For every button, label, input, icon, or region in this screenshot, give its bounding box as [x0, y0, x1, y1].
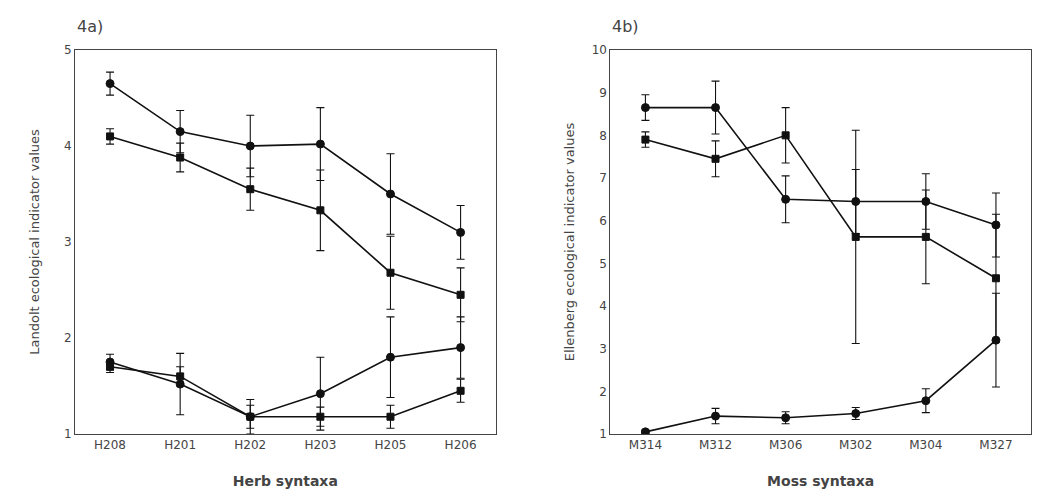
svg-text:4a): 4a) [77, 17, 103, 36]
svg-text:H206: H206 [445, 438, 477, 452]
svg-text:H203: H203 [304, 438, 336, 452]
svg-text:7: 7 [599, 171, 607, 185]
svg-text:M314: M314 [629, 438, 662, 452]
svg-text:H208: H208 [94, 438, 126, 452]
svg-text:10: 10 [592, 43, 607, 57]
svg-text:1: 1 [599, 427, 607, 441]
svg-text:M302: M302 [839, 438, 872, 452]
svg-text:3: 3 [64, 235, 72, 249]
svg-text:Moss syntaxa: Moss syntaxa [767, 473, 874, 489]
svg-text:Herb syntaxa: Herb syntaxa [233, 473, 338, 489]
svg-text:4: 4 [64, 139, 72, 153]
svg-text:M306: M306 [769, 438, 802, 452]
svg-text:3: 3 [599, 342, 607, 356]
svg-text:2: 2 [64, 331, 72, 345]
svg-text:M312: M312 [699, 438, 732, 452]
svg-text:6: 6 [599, 214, 607, 228]
svg-text:M327: M327 [979, 438, 1012, 452]
svg-text:5: 5 [599, 257, 607, 271]
svg-text:2: 2 [599, 385, 607, 399]
svg-text:9: 9 [599, 86, 607, 100]
svg-text:1: 1 [64, 427, 72, 441]
svg-text:4: 4 [599, 299, 607, 313]
svg-text:4b): 4b) [612, 17, 639, 36]
svg-text:H202: H202 [234, 438, 266, 452]
svg-text:M304: M304 [909, 438, 942, 452]
svg-text:H205: H205 [375, 438, 407, 452]
svg-text:H201: H201 [164, 438, 196, 452]
svg-text:8: 8 [599, 129, 607, 143]
svg-text:Landolt ecological indicator v: Landolt ecological indicator values [27, 129, 42, 355]
svg-text:Ellenberg ecological indicator: Ellenberg ecological indicator values [562, 123, 577, 362]
svg-text:5: 5 [64, 43, 72, 57]
